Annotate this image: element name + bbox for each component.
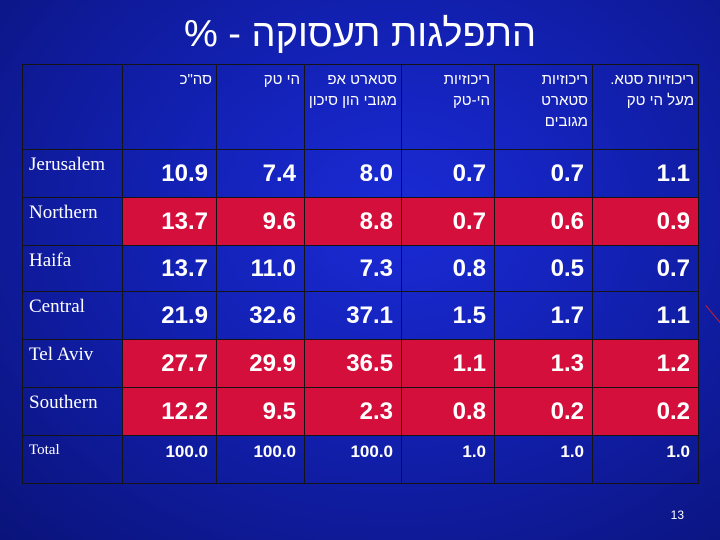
table-cell: 11.0 [216, 245, 305, 292]
table-cell: 0.5 [494, 245, 593, 292]
region-label: Tel Aviv [22, 339, 123, 388]
table-cell: 8.8 [304, 197, 402, 246]
page-number: 13 [670, 508, 684, 522]
region-label: Northern [22, 197, 123, 246]
table-cell: 13.7 [122, 245, 217, 292]
table-cell: 0.6 [494, 197, 593, 246]
table-cell: 0.2 [592, 387, 699, 436]
region-label: Haifa [22, 245, 123, 292]
region-label: Southern [22, 387, 123, 436]
table-cell: 1.0 [401, 435, 495, 484]
table-cell: 32.6 [216, 291, 305, 340]
table-cell: 100.0 [122, 435, 217, 484]
decorative-line [705, 305, 720, 337]
table-cell: 0.2 [494, 387, 593, 436]
table-cell: 27.7 [122, 339, 217, 388]
table-cell: 0.7 [401, 149, 495, 198]
table-cell: 2.3 [304, 387, 402, 436]
header-startup-concentration: ריכוזיות סטארט מגובים [494, 64, 593, 150]
table-cell: 7.4 [216, 149, 305, 198]
region-label: Total [22, 435, 123, 484]
table-cell: 21.9 [122, 291, 217, 340]
table-cell: 12.2 [122, 387, 217, 436]
table-cell: 9.5 [216, 387, 305, 436]
table-cell: 100.0 [304, 435, 402, 484]
table-cell: 8.0 [304, 149, 402, 198]
region-label: Jerusalem [22, 149, 123, 198]
header-hi-tech: הי טק [216, 64, 305, 150]
table-cell: 1.1 [401, 339, 495, 388]
table-cell: 0.8 [401, 387, 495, 436]
table-cell: 29.9 [216, 339, 305, 388]
table-cell: 36.5 [304, 339, 402, 388]
table-cell: 1.0 [494, 435, 593, 484]
table-cell: 9.6 [216, 197, 305, 246]
table-cell: 1.1 [592, 291, 699, 340]
table-cell: 0.8 [401, 245, 495, 292]
table-cell: 1.1 [592, 149, 699, 198]
table-cell: 100.0 [216, 435, 305, 484]
table-cell: 0.9 [592, 197, 699, 246]
table-row: Northern 13.7 9.6 8.8 0.7 0.6 0.9 [22, 197, 699, 246]
table-row: Tel Aviv 27.7 29.9 36.5 1.1 1.3 1.2 [22, 339, 699, 388]
table-cell: 37.1 [304, 291, 402, 340]
table-cell: 7.3 [304, 245, 402, 292]
header-hi-tech-concentration: ריכוזיות הי-טק [401, 64, 495, 150]
table-row-total: Total 100.0 100.0 100.0 1.0 1.0 1.0 [22, 435, 699, 484]
header-startup-over-hi-tech: ריכוזיות סטא. מעל הי טק [592, 64, 699, 150]
header-total: סה"כ [122, 64, 217, 150]
header-vc-startups: סטארט אפ מגובי הון סיכון [304, 64, 402, 150]
table-cell: 1.2 [592, 339, 699, 388]
table-row: Haifa 13.7 11.0 7.3 0.8 0.5 0.7 [22, 245, 699, 292]
table-cell: 1.7 [494, 291, 593, 340]
header-corner [22, 64, 123, 150]
table-cell: 0.7 [401, 197, 495, 246]
table-cell: 13.7 [122, 197, 217, 246]
table-cell: 1.0 [592, 435, 699, 484]
table-cell: 0.7 [494, 149, 593, 198]
region-label: Central [22, 291, 123, 340]
table-row: Southern 12.2 9.5 2.3 0.8 0.2 0.2 [22, 387, 699, 436]
table-header-row: סה"כ הי טק סטארט אפ מגובי הון סיכון ריכו… [22, 64, 699, 150]
employment-distribution-table: סה"כ הי טק סטארט אפ מגובי הון סיכון ריכו… [22, 64, 699, 484]
table-row: Central 21.9 32.6 37.1 1.5 1.7 1.1 [22, 291, 699, 340]
table-cell: 10.9 [122, 149, 217, 198]
table-row: Jerusalem 10.9 7.4 8.0 0.7 0.7 1.1 [22, 149, 699, 198]
table-cell: 1.5 [401, 291, 495, 340]
table-cell: 1.3 [494, 339, 593, 388]
slide-title: התפלגות תעסוקה - % [183, 13, 537, 55]
table-cell: 0.7 [592, 245, 699, 292]
